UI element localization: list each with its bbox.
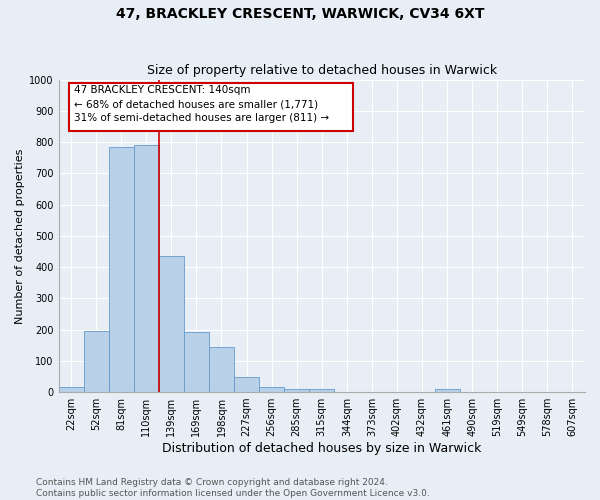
X-axis label: Distribution of detached houses by size in Warwick: Distribution of detached houses by size … — [162, 442, 481, 455]
Bar — [159, 256, 184, 392]
Y-axis label: Number of detached properties: Number of detached properties — [15, 148, 25, 324]
Bar — [109, 148, 134, 392]
Title: Size of property relative to detached houses in Warwick: Size of property relative to detached ho… — [147, 64, 497, 77]
Text: Contains HM Land Registry data © Crown copyright and database right 2024.
Contai: Contains HM Land Registry data © Crown c… — [36, 478, 430, 498]
Text: 47 BRACKLEY CRESCENT: 140sqm
← 68% of detached houses are smaller (1,771)
31% of: 47 BRACKLEY CRESCENT: 140sqm ← 68% of de… — [74, 85, 329, 123]
Bar — [134, 146, 159, 392]
Bar — [209, 348, 234, 392]
Text: 47, BRACKLEY CRESCENT, WARWICK, CV34 6XT: 47, BRACKLEY CRESCENT, WARWICK, CV34 6XT — [116, 8, 484, 22]
Bar — [284, 390, 309, 392]
Bar — [309, 390, 334, 392]
Bar — [434, 390, 460, 392]
Bar — [234, 377, 259, 392]
FancyBboxPatch shape — [69, 82, 353, 131]
Bar — [83, 330, 109, 392]
Bar — [59, 388, 83, 392]
Bar — [259, 387, 284, 392]
Bar — [184, 332, 209, 392]
